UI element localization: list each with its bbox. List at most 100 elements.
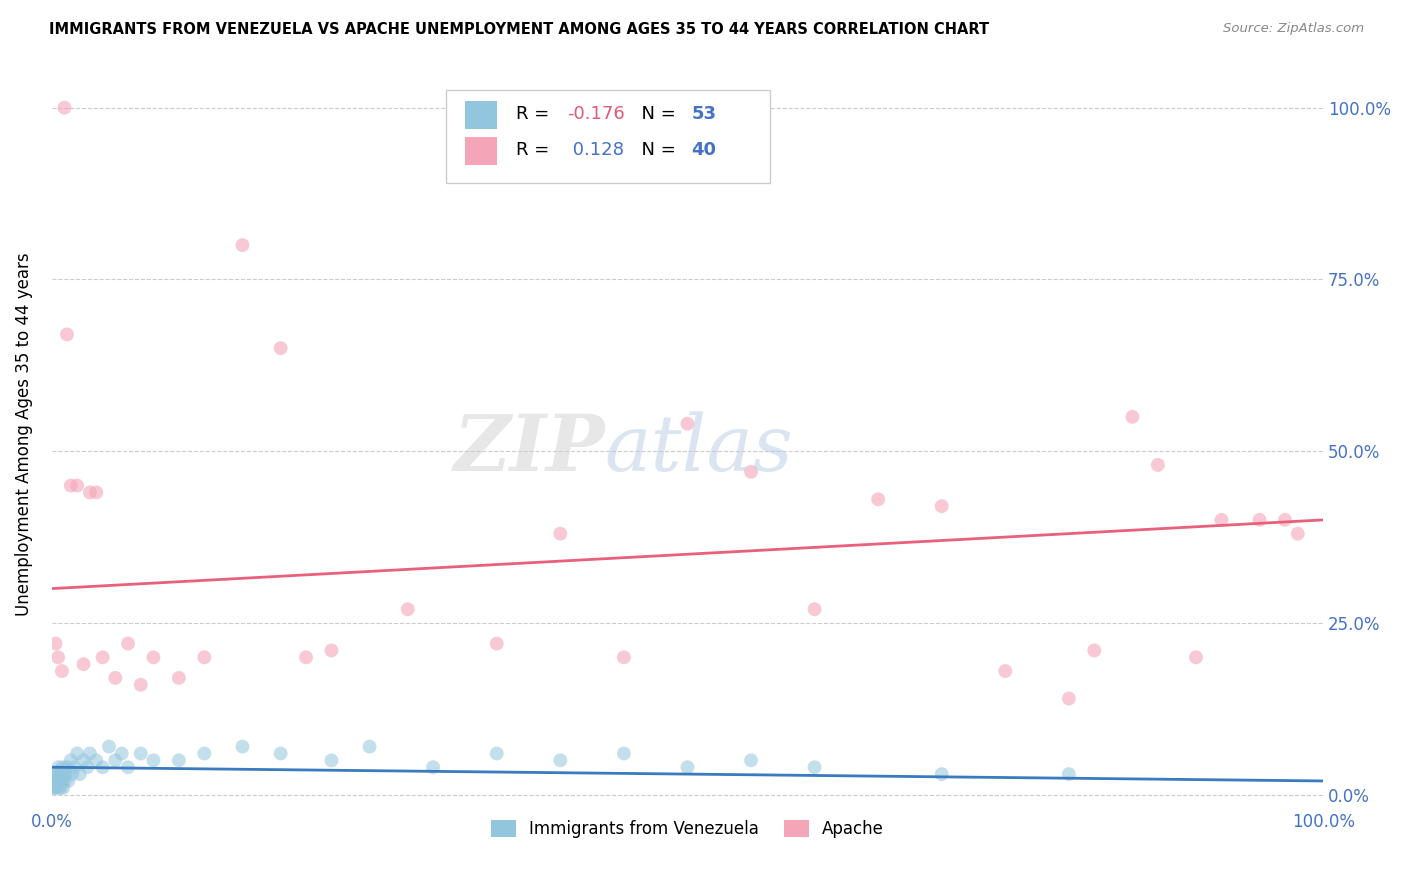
Point [45, 774, 67, 789]
Point [48, 767, 70, 781]
Point [613, 650, 636, 665]
Point [48, 780, 70, 795]
Point [79, 747, 101, 761]
Point [142, 650, 165, 665]
Point [51, 767, 73, 781]
Point [59, 753, 82, 767]
Point [45, 636, 67, 650]
Point [231, 238, 253, 252]
Point [66, 747, 89, 761]
Point [51, 664, 73, 678]
Point [84, 485, 107, 500]
Point [485, 747, 508, 761]
Point [142, 753, 165, 767]
Text: 0.128: 0.128 [567, 141, 624, 159]
Point [613, 747, 636, 761]
Point [53, 774, 76, 789]
Point [76, 760, 98, 774]
Point [42, 774, 65, 789]
Text: Source: ZipAtlas.com: Source: ZipAtlas.com [1223, 22, 1364, 36]
Text: ZIP: ZIP [453, 410, 605, 487]
Point [1286, 526, 1309, 541]
Point [1083, 643, 1105, 657]
Point [60, 767, 83, 781]
Point [55, 767, 77, 781]
Point [321, 643, 343, 657]
Point [49, 780, 72, 795]
Point [270, 341, 292, 355]
Point [52, 780, 75, 795]
Point [1211, 513, 1233, 527]
Point [803, 760, 825, 774]
FancyBboxPatch shape [465, 101, 496, 129]
Point [56, 327, 79, 342]
Text: 40: 40 [692, 141, 716, 159]
Legend: Immigrants from Venezuela, Apache: Immigrants from Venezuela, Apache [484, 814, 891, 845]
Point [51, 760, 73, 774]
Text: atlas: atlas [605, 411, 793, 487]
Point [46, 774, 69, 789]
Point [321, 753, 343, 767]
Point [49, 774, 72, 789]
Point [111, 747, 134, 761]
Y-axis label: Unemployment Among Ages 35 to 44 years: Unemployment Among Ages 35 to 44 years [15, 252, 32, 615]
Point [422, 760, 444, 774]
Point [1121, 409, 1143, 424]
Point [550, 526, 572, 541]
Point [740, 465, 762, 479]
Point [994, 664, 1017, 678]
Point [58, 774, 80, 789]
Point [1147, 458, 1170, 472]
Point [231, 739, 253, 754]
Text: N =: N = [630, 105, 682, 123]
Text: R =: R = [516, 105, 555, 123]
Point [91, 650, 114, 665]
Point [104, 753, 127, 767]
Point [129, 678, 152, 692]
Point [295, 650, 318, 665]
Point [1274, 513, 1296, 527]
Point [359, 739, 381, 754]
Text: N =: N = [630, 141, 682, 159]
Point [1057, 767, 1080, 781]
Text: -0.176: -0.176 [567, 105, 624, 123]
Point [84, 753, 107, 767]
Point [91, 760, 114, 774]
Point [97, 739, 120, 754]
Point [63, 760, 86, 774]
Point [66, 478, 89, 492]
Point [167, 753, 190, 767]
Point [1057, 691, 1080, 706]
Point [193, 650, 215, 665]
Point [485, 636, 508, 650]
Point [44, 767, 66, 781]
FancyBboxPatch shape [446, 89, 770, 183]
Point [676, 417, 699, 431]
Point [72, 657, 94, 672]
Point [59, 478, 82, 492]
Point [42, 780, 65, 795]
Point [270, 747, 292, 761]
FancyBboxPatch shape [465, 136, 496, 165]
Point [45, 780, 67, 795]
Point [931, 767, 953, 781]
Point [1249, 513, 1271, 527]
Point [44, 780, 66, 795]
Point [129, 747, 152, 761]
Point [803, 602, 825, 616]
Text: 53: 53 [692, 105, 716, 123]
Text: IMMIGRANTS FROM VENEZUELA VS APACHE UNEMPLOYMENT AMONG AGES 35 TO 44 YEARS CORRE: IMMIGRANTS FROM VENEZUELA VS APACHE UNEM… [49, 22, 990, 37]
Point [46, 760, 69, 774]
Point [51, 774, 73, 789]
Point [193, 747, 215, 761]
Point [53, 101, 76, 115]
Point [104, 671, 127, 685]
Point [45, 767, 67, 781]
Point [931, 499, 953, 513]
Point [72, 753, 94, 767]
Point [56, 760, 79, 774]
Point [1185, 650, 1208, 665]
Point [676, 760, 699, 774]
Point [117, 760, 139, 774]
Point [52, 767, 75, 781]
